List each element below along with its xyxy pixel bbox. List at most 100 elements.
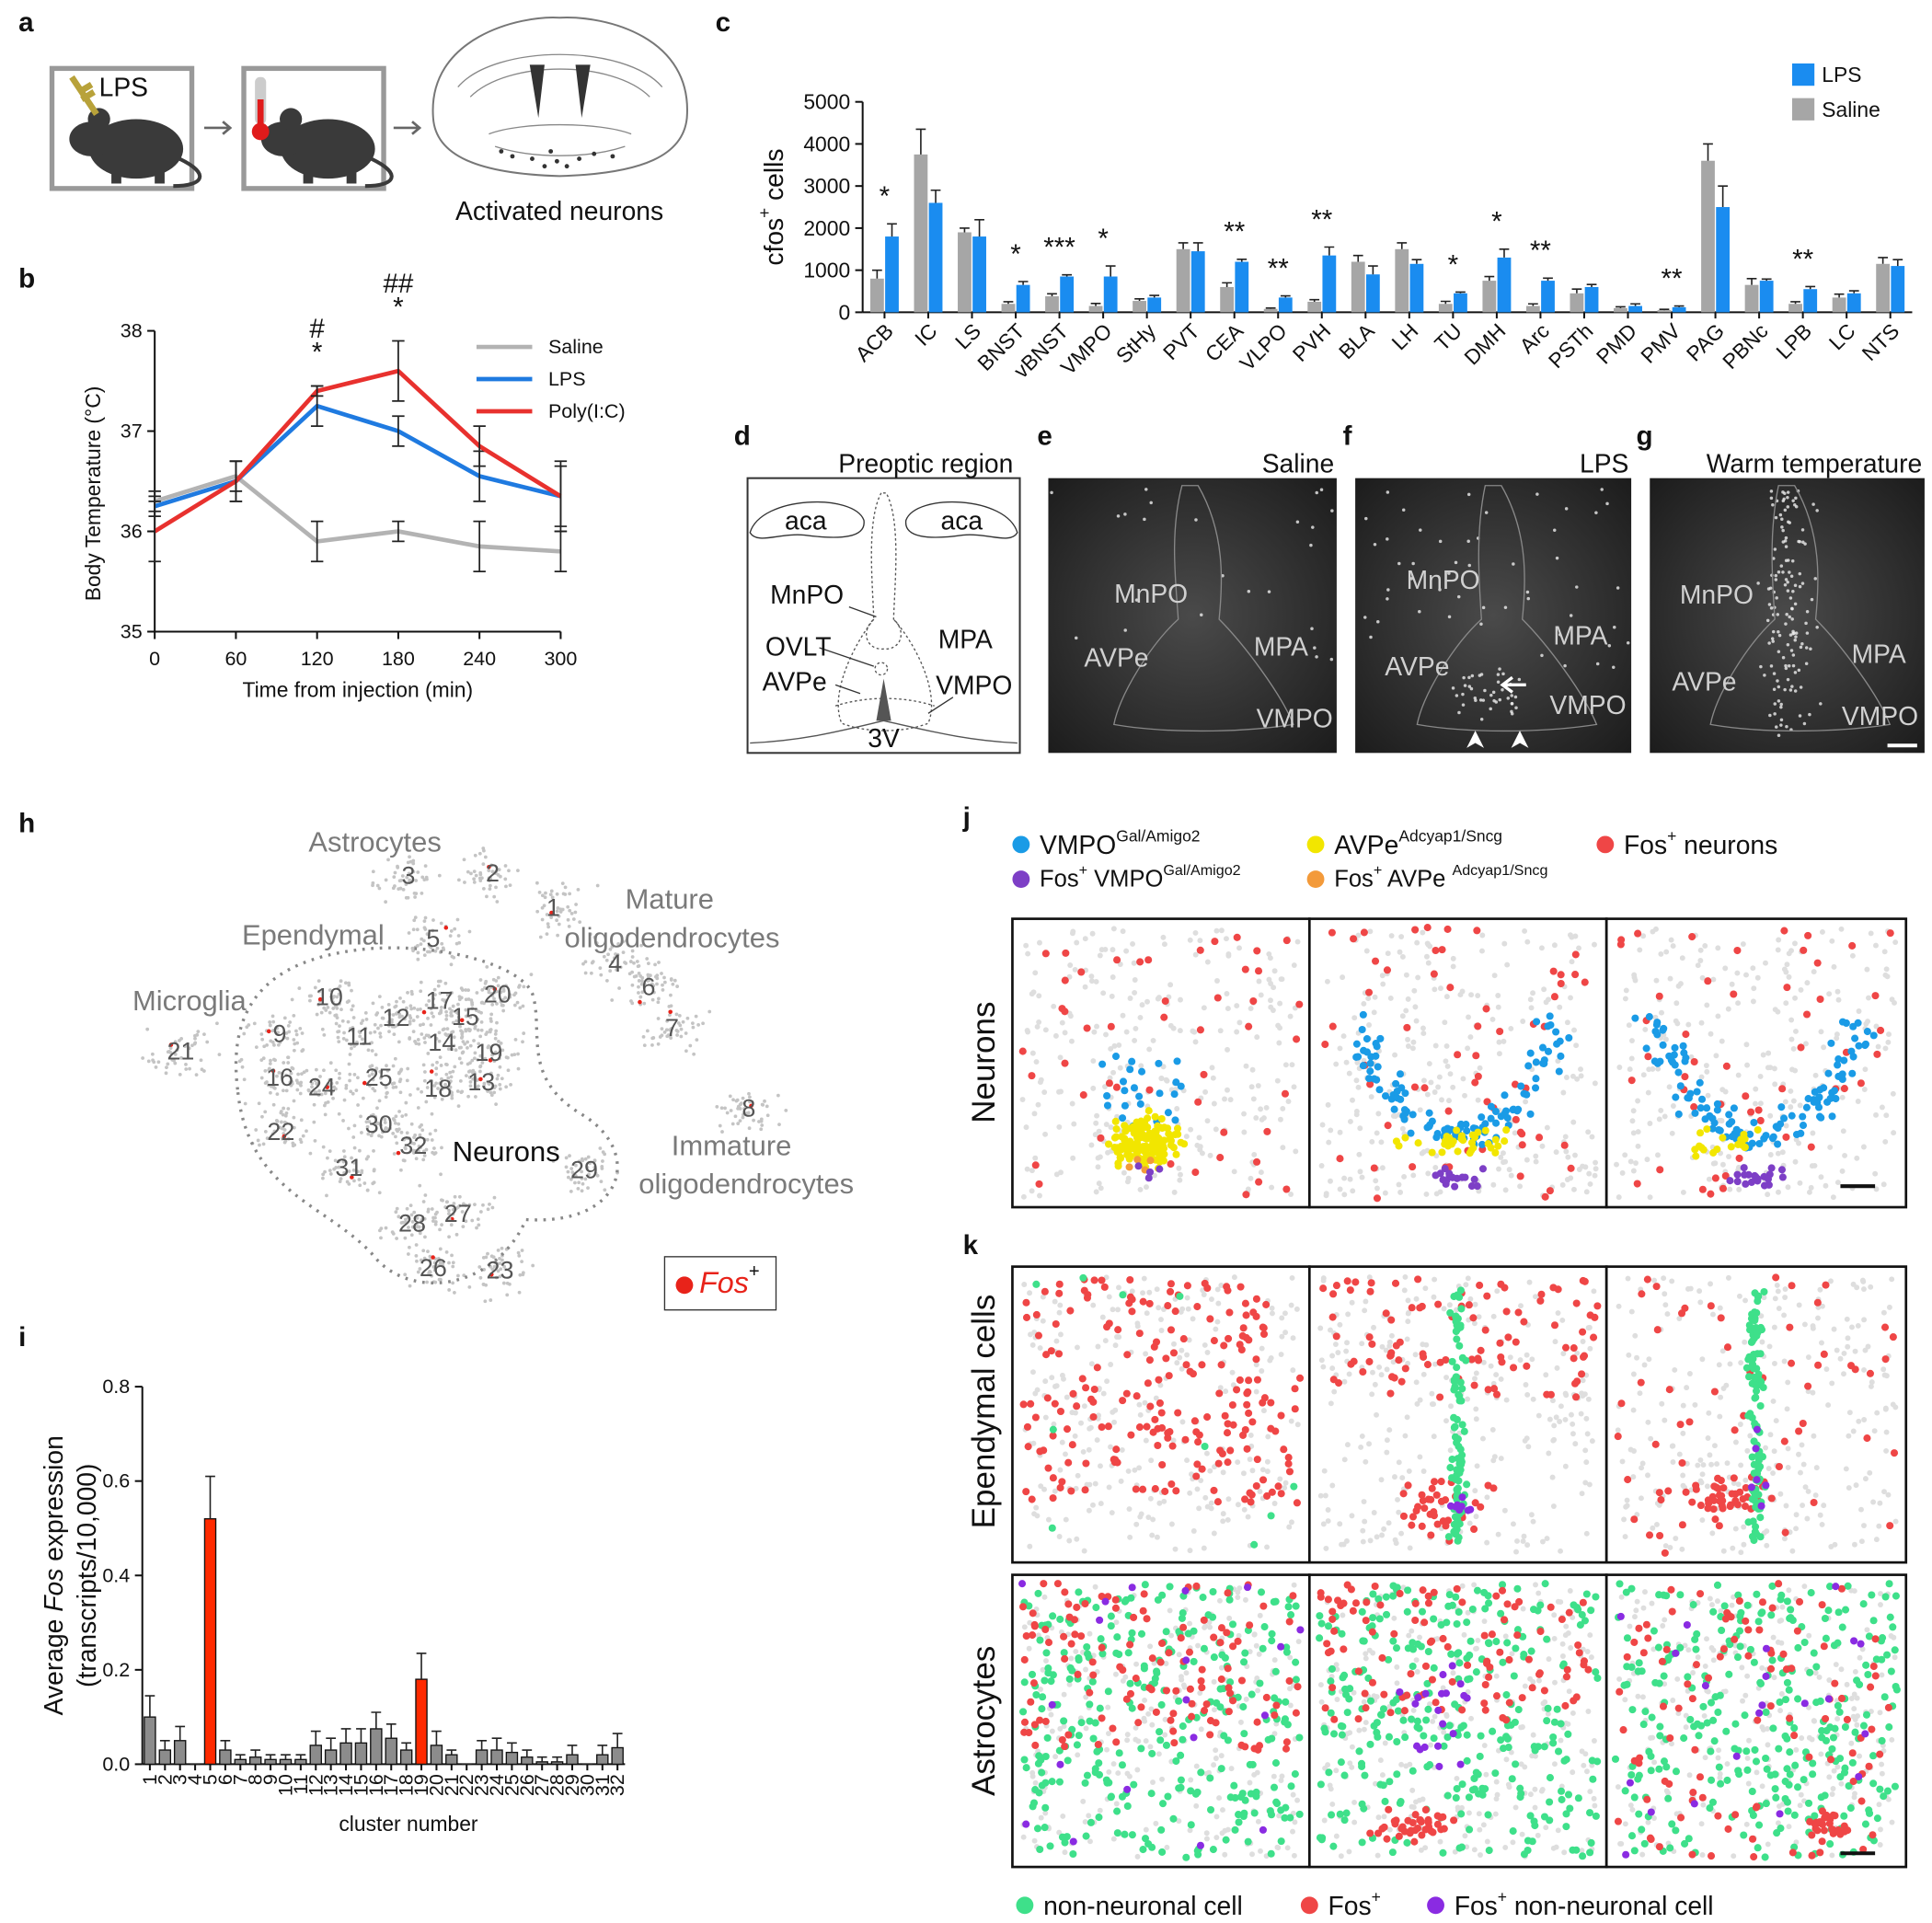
cell-dot xyxy=(1510,701,1514,706)
umap-point xyxy=(262,1044,267,1049)
cell xyxy=(1104,1422,1112,1431)
umap-point xyxy=(172,1058,176,1063)
cell xyxy=(1420,1504,1429,1513)
background-cell xyxy=(1757,1073,1764,1079)
background-cell xyxy=(1241,1111,1248,1117)
umap-point xyxy=(407,931,411,935)
cluster-label: 29 xyxy=(570,1157,598,1184)
umap-point xyxy=(463,881,466,884)
background-cell xyxy=(1562,1134,1569,1140)
umap-point xyxy=(592,1166,597,1169)
background-cell xyxy=(1488,1363,1494,1369)
umap-point xyxy=(610,960,615,964)
cell-dot xyxy=(1386,597,1389,601)
umap-point xyxy=(165,1065,168,1070)
background-cell xyxy=(1109,1510,1115,1516)
cell xyxy=(1775,1462,1783,1471)
cell xyxy=(1062,949,1070,957)
umap-point xyxy=(351,1025,355,1030)
umap-point xyxy=(399,1168,403,1172)
umap-point xyxy=(156,1060,161,1065)
background-cell xyxy=(1444,1063,1451,1069)
umap-point xyxy=(271,1019,276,1024)
cell xyxy=(1418,1491,1426,1499)
background-cell xyxy=(1558,1403,1564,1410)
umap-point xyxy=(507,869,511,873)
cell xyxy=(1267,1399,1275,1407)
cell-dot xyxy=(1134,598,1139,602)
umap-point xyxy=(299,1080,304,1085)
cell-dot xyxy=(1409,577,1414,581)
umap-point xyxy=(474,1095,477,1099)
cell xyxy=(1747,1483,1755,1491)
cell xyxy=(1172,1487,1180,1495)
cell xyxy=(1682,1031,1690,1039)
umap-point xyxy=(521,1272,525,1277)
cell xyxy=(1078,1375,1087,1383)
umap-point xyxy=(394,1085,398,1089)
umap-point xyxy=(339,1008,343,1011)
umap-point xyxy=(492,894,497,899)
cell xyxy=(1454,1147,1462,1156)
background-cell xyxy=(1087,1630,1093,1637)
umap-point xyxy=(292,1125,296,1130)
cell-dot xyxy=(1781,499,1786,503)
background-cell xyxy=(1088,1142,1095,1148)
umap-point xyxy=(393,870,397,875)
umap-point xyxy=(384,1084,388,1088)
background-cell xyxy=(1214,1318,1221,1325)
background-cell xyxy=(1110,926,1117,932)
cell xyxy=(1570,1344,1578,1353)
umap-point xyxy=(422,953,427,957)
cell xyxy=(1073,1402,1081,1411)
background-cell xyxy=(1570,1421,1576,1427)
cell xyxy=(1578,1370,1586,1378)
cell xyxy=(1077,968,1086,976)
background-cell xyxy=(1501,940,1508,947)
umap-point xyxy=(328,1061,333,1065)
umap-point xyxy=(399,1067,404,1072)
background-cell xyxy=(1074,939,1080,946)
background-cell xyxy=(1528,1512,1535,1518)
umap-point xyxy=(476,1028,480,1032)
cell-dot xyxy=(1771,503,1775,507)
cell xyxy=(1886,1522,1894,1530)
cell xyxy=(1674,1068,1683,1077)
umap-point xyxy=(286,1023,291,1028)
background-cell xyxy=(1644,1157,1650,1163)
cell xyxy=(1581,978,1589,986)
background-cell xyxy=(1150,1779,1156,1785)
cell-dot xyxy=(1791,629,1795,634)
umap-point xyxy=(358,1034,362,1039)
umap-point xyxy=(701,1021,705,1026)
umap-point xyxy=(440,1097,444,1101)
cell xyxy=(1579,1353,1588,1361)
cell xyxy=(1134,1162,1143,1170)
cell-dot xyxy=(1768,586,1773,591)
umap-point xyxy=(173,1040,178,1044)
cell xyxy=(1028,1072,1036,1080)
umap-point xyxy=(390,1082,395,1086)
umap-point xyxy=(427,998,431,1003)
cell xyxy=(1671,1043,1679,1052)
background-cell xyxy=(1552,1339,1558,1345)
umap-point xyxy=(630,1001,635,1006)
background-cell xyxy=(1785,1464,1791,1470)
umap-point xyxy=(374,1115,378,1119)
background-cell xyxy=(1472,1301,1478,1307)
background-cell xyxy=(1855,1323,1861,1329)
umap-point xyxy=(479,1210,483,1214)
umap-point xyxy=(252,1021,257,1026)
cell xyxy=(1747,1108,1755,1116)
cell xyxy=(1451,1422,1459,1431)
umap-point xyxy=(356,1076,360,1080)
umap-point xyxy=(482,1081,487,1086)
background-cell xyxy=(1207,1468,1213,1474)
cell xyxy=(1352,1040,1361,1048)
cell xyxy=(1432,946,1440,955)
background-cell xyxy=(1271,1773,1277,1779)
umap-point xyxy=(438,1247,443,1251)
umap-point xyxy=(378,1034,383,1039)
cell-dot xyxy=(1200,613,1203,616)
background-cell xyxy=(1202,1494,1209,1501)
